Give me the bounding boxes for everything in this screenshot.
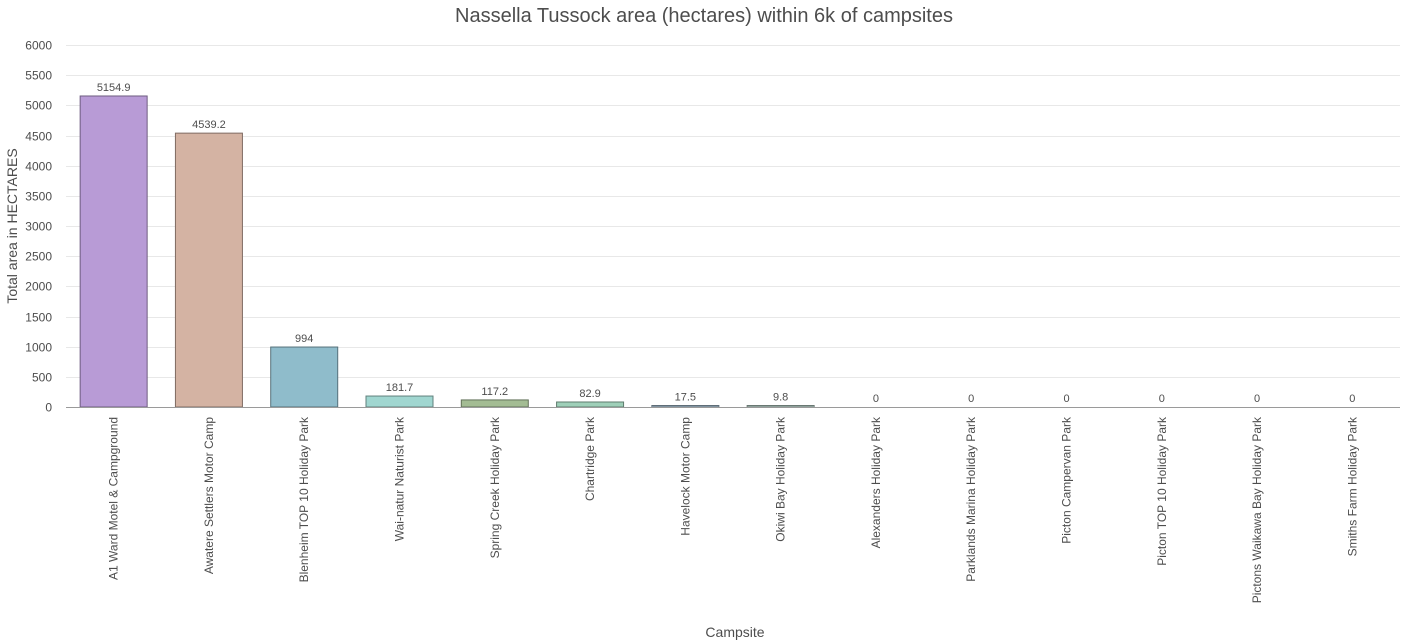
bar[interactable] [556, 401, 625, 408]
y-tick-label: 0 [45, 401, 52, 415]
data-label: 5154.9 [97, 82, 131, 94]
y-tick-label: 5000 [25, 99, 52, 113]
data-label: 181.7 [386, 382, 414, 394]
bar[interactable] [79, 95, 148, 408]
bar[interactable] [651, 405, 720, 408]
x-category-label: Pictons Waikawa Bay Holiday Park [1250, 416, 1264, 603]
data-label: 0 [1349, 393, 1355, 405]
data-labels: 5154.9 4539.2 994 181.7 117.2 82.9 17.5 9.8 0 0 0 0… [97, 82, 1356, 405]
y-tick-label: 2500 [25, 250, 52, 264]
x-category-label: Picton TOP 10 Holiday Park [1155, 416, 1169, 566]
data-label: 9.8 [773, 392, 788, 404]
data-label: 0 [1159, 393, 1165, 405]
y-axis-ticks: 0 500 1000 1500 2000 2500 3000 3500 4000 4500 5000… [25, 39, 52, 415]
x-category-label: Wai-natur Naturist Park [393, 416, 407, 541]
y-tick-label: 4000 [25, 160, 52, 174]
y-tick-label: 6000 [25, 39, 52, 53]
data-label: 0 [1254, 393, 1260, 405]
x-category-label: Havelock Motor Camp [678, 417, 692, 536]
chart-title: Nassella Tussock area (hectares) within … [455, 5, 953, 27]
data-label: 0 [1063, 393, 1069, 405]
x-category-label: Blenheim TOP 10 Holiday Park [297, 416, 311, 582]
bars [79, 95, 815, 408]
data-label: 0 [873, 393, 879, 405]
y-tick-label: 3000 [25, 220, 52, 234]
x-category-label: Awatere Settlers Motor Camp [202, 417, 216, 574]
x-category-label: Chartridge Park [583, 416, 597, 501]
x-category-label: Smiths Farm Holiday Park [1345, 416, 1359, 556]
x-category-label: Okiwi Bay Holiday Park [774, 416, 788, 542]
x-category-label: Parklands Marina Holiday Park [964, 416, 978, 582]
y-tick-label: 500 [32, 371, 52, 385]
bar[interactable] [174, 132, 243, 408]
bar[interactable] [460, 399, 529, 408]
bar[interactable] [270, 346, 339, 408]
data-label: 4539.2 [192, 119, 226, 131]
x-category-label: Picton Campervan Park [1060, 416, 1074, 544]
x-category-label: Spring Creek Holiday Park [488, 416, 502, 558]
x-category-label: Alexanders Holiday Park [869, 416, 883, 548]
x-axis-title: Campsite [705, 624, 764, 640]
gridlines [66, 45, 1400, 378]
y-tick-label: 2000 [25, 280, 52, 294]
bar[interactable] [746, 405, 815, 408]
x-axis-categories: A1 Ward Motel & Campground Awatere Settle… [107, 416, 1360, 603]
y-tick-label: 1500 [25, 311, 52, 325]
x-category-label: A1 Ward Motel & Campground [107, 417, 121, 580]
y-axis-title: Total area in HECTARES [4, 148, 20, 303]
data-label: 994 [295, 333, 313, 345]
y-tick-label: 4500 [25, 130, 52, 144]
bar[interactable] [365, 395, 434, 408]
data-label: 117.2 [481, 386, 508, 398]
data-label: 17.5 [675, 392, 696, 404]
y-tick-label: 1000 [25, 341, 52, 355]
data-label: 82.9 [579, 388, 600, 400]
y-tick-label: 5500 [25, 69, 52, 83]
data-label: 0 [968, 393, 974, 405]
y-tick-label: 3500 [25, 190, 52, 204]
